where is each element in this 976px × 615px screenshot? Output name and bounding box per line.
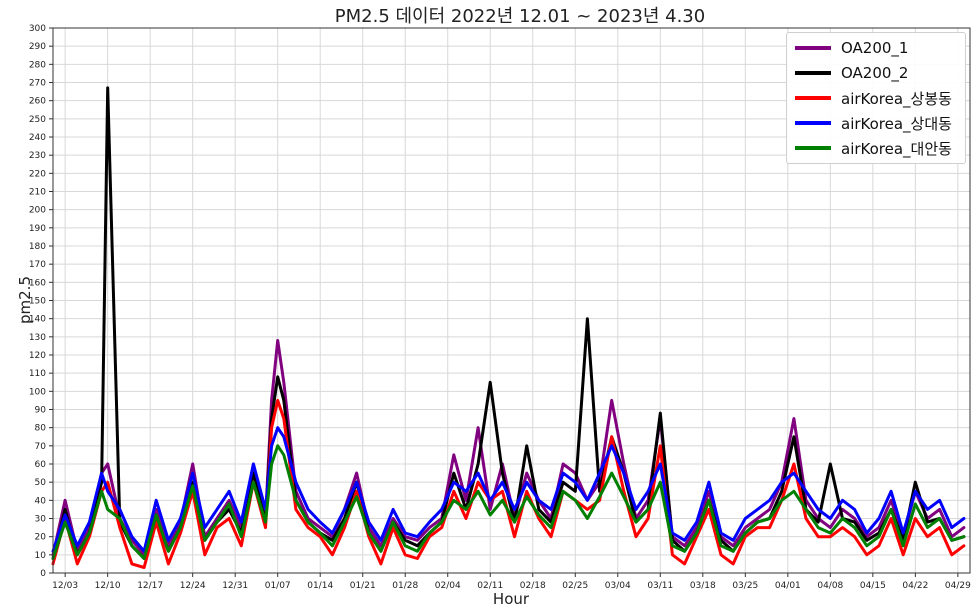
x-tick-label: 02/18 <box>520 581 546 591</box>
legend-swatch-daean <box>795 146 831 150</box>
x-tick-label: 04/22 <box>902 581 928 591</box>
y-tick-label: 20 <box>35 533 47 543</box>
legend-swatch-oa200-2 <box>795 71 831 75</box>
y-tick-label: 190 <box>29 224 46 234</box>
x-tick-label: 03/25 <box>732 581 758 591</box>
legend-swatch-sangbong <box>795 96 831 100</box>
y-tick-label: 90 <box>35 406 47 416</box>
x-tick-label: 01/14 <box>307 581 333 591</box>
legend-label-sangdae: airKorea_상대동 <box>841 114 952 133</box>
x-tick-label: 03/18 <box>690 581 716 591</box>
x-tick-label: 12/31 <box>222 581 248 591</box>
x-tick-label: 12/24 <box>180 581 206 591</box>
y-tick-label: 300 <box>29 24 46 34</box>
y-tick-label: 250 <box>29 115 46 125</box>
x-tick-label: 12/03 <box>52 581 78 591</box>
y-tick-label: 10 <box>35 551 47 561</box>
y-tick-label: 70 <box>35 442 47 452</box>
legend-item-sangdae: airKorea_상대동 <box>795 112 952 134</box>
legend-item-oa200-1: OA200_1 <box>795 37 908 59</box>
y-tick-label: 100 <box>29 387 46 397</box>
legend-swatch-sangdae <box>795 121 831 125</box>
x-tick-label: 12/10 <box>95 581 121 591</box>
y-tick-label: 160 <box>29 278 46 288</box>
x-tick-label: 02/04 <box>435 581 461 591</box>
y-tick-label: 170 <box>29 260 46 270</box>
x-tick-label: 01/07 <box>265 581 291 591</box>
x-axis: 12/03 12/10 12/17 12/24 12/31 01/07 01/14 01/21… <box>52 573 971 591</box>
y-axis-label: pm2.5 <box>16 276 34 324</box>
y-axis: 0 10 20 30 40 50 60 70 80 90 100 110 120 130 140 150 160… <box>29 24 53 579</box>
y-tick-label: 210 <box>29 188 46 198</box>
x-tick-label: 12/17 <box>137 581 163 591</box>
y-tick-label: 270 <box>29 79 46 89</box>
y-tick-label: 200 <box>29 206 46 216</box>
legend-label-daean: airKorea_대안동 <box>841 139 952 158</box>
legend: OA200_1 OA200_2 airKorea_상봉동 airKorea_상대… <box>786 32 966 164</box>
series-line-5 <box>51 444 966 560</box>
legend-item-sangbong: airKorea_상봉동 <box>795 87 952 109</box>
legend-label-oa200-1: OA200_1 <box>841 39 909 57</box>
legend-label-sangbong: airKorea_상봉동 <box>841 89 952 108</box>
x-tick-label: 01/28 <box>392 581 418 591</box>
y-tick-label: 230 <box>29 151 46 161</box>
x-tick-label: 04/15 <box>860 581 886 591</box>
y-tick-label: 260 <box>29 97 46 107</box>
y-tick-label: 80 <box>35 424 47 434</box>
series-line-4 <box>51 426 966 553</box>
y-tick-label: 30 <box>35 515 47 525</box>
y-tick-label: 120 <box>29 351 46 361</box>
y-tick-label: 290 <box>29 42 46 52</box>
legend-label-oa200-2: OA200_2 <box>841 64 909 82</box>
y-tick-label: 50 <box>35 478 47 488</box>
y-tick-label: 220 <box>29 169 46 179</box>
y-tick-label: 110 <box>29 369 46 379</box>
y-tick-label: 140 <box>29 315 46 325</box>
x-tick-label: 04/08 <box>817 581 843 591</box>
x-tick-label: 04/29 <box>945 581 971 591</box>
chart-title: PM2.5 데이터 2022년 12.01 ~ 2023년 4.30 <box>335 6 705 27</box>
y-tick-label: 60 <box>35 460 47 470</box>
y-tick-label: 40 <box>35 496 47 506</box>
y-tick-label: 0 <box>40 569 46 579</box>
y-tick-label: 240 <box>29 133 46 143</box>
y-tick-label: 180 <box>29 242 46 252</box>
y-tick-label: 150 <box>29 297 46 307</box>
y-tick-label: 130 <box>29 333 46 343</box>
series-line-3 <box>51 398 966 569</box>
series-line-1 <box>51 339 966 557</box>
x-axis-label: Hour <box>493 590 530 608</box>
x-tick-label: 03/11 <box>647 581 673 591</box>
legend-swatch-oa200-1 <box>795 46 831 50</box>
y-tick-label: 280 <box>29 60 46 70</box>
series-layer <box>51 86 966 569</box>
x-tick-label: 04/01 <box>775 581 801 591</box>
legend-item-daean: airKorea_대안동 <box>795 137 952 159</box>
x-tick-label: 01/21 <box>350 581 376 591</box>
x-tick-label: 03/04 <box>605 581 631 591</box>
legend-item-oa200-2: OA200_2 <box>795 62 908 84</box>
x-tick-label: 02/11 <box>477 581 503 591</box>
x-tick-label: 02/25 <box>562 581 588 591</box>
